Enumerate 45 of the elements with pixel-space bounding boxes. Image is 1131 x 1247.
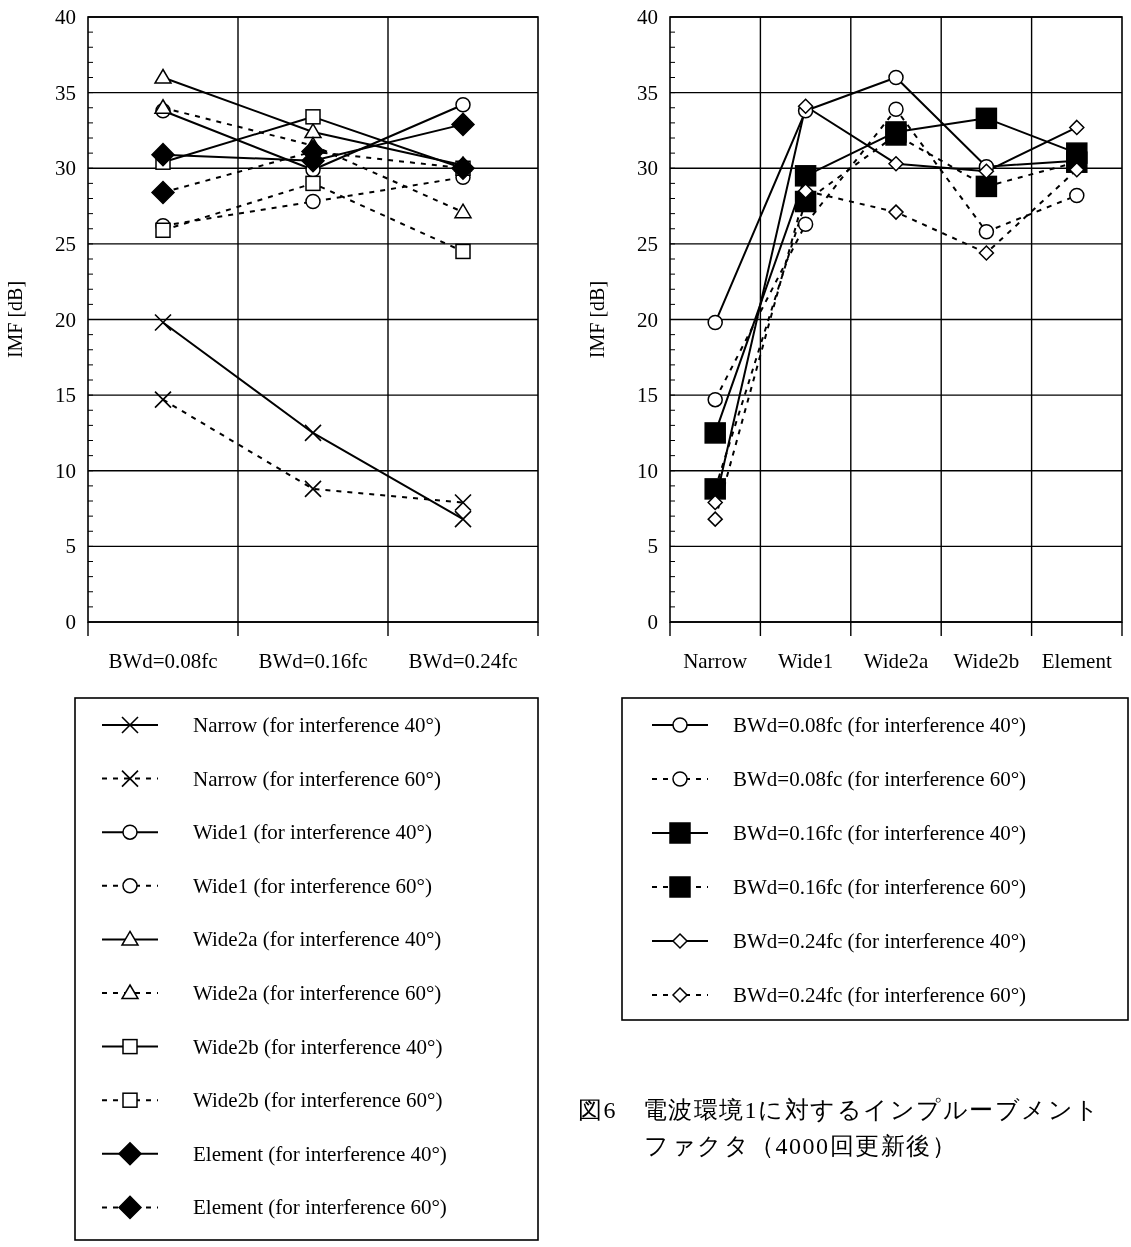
x-tick-label: BWd=0.24fc [408,649,518,673]
y-axis-title: IMF [dB] [586,280,608,359]
y-tick-label: 40 [55,5,76,29]
legend-label: Wide2a (for interference 40°) [193,927,442,952]
y-tick-label: 15 [55,383,76,408]
x-tick-label: BWd=0.08fc [108,649,218,673]
legend-label: Element (for interference 60°) [193,1195,447,1220]
x-tick-label: Narrow [683,649,749,673]
legend-label: Wide2a (for interference 60°) [193,981,442,1005]
y-tick-label: 0 [647,610,658,634]
legend-label: BWd=0.24fc (for interference 40°) [733,929,1027,953]
legend-label: BWd=0.08fc (for interference 40°) [733,713,1027,737]
legend-label: Narrow (for interference 60°) [193,766,442,791]
y-tick-label: 5 [65,534,76,559]
y-tick-label: 20 [637,307,658,332]
legend-label: Narrow (for interference 40°) [193,713,442,737]
x-tick-label: Wide2b [953,649,1020,673]
legend-label: Wide2b (for interference 60°) [193,1088,443,1113]
caption: 図6 電波環境1に対するインプルーブメントファクタ（4000回更新後） [578,1096,1102,1161]
y-tick-label: 40 [637,5,658,29]
legend-label: BWd=0.24fc (for interference 60°) [733,983,1027,1007]
x-tick-label: BWd=0.16fc [258,649,368,673]
y-tick-label: 30 [637,156,658,181]
y-tick-label: 5 [647,534,658,559]
x-tick-label: Element [1041,649,1112,673]
x-tick-label: Wide2a [863,649,929,673]
y-tick-label: 0 [65,610,76,634]
legend-label: BWd=0.16fc (for interference 60°) [733,875,1027,899]
y-tick-label: 30 [55,156,76,181]
legend-label: Wide1 (for interference 60°) [193,873,433,898]
y-tick-label: 15 [637,383,658,408]
y-tick-label: 35 [637,80,658,105]
legend-label: Element (for interference 40°) [193,1141,447,1166]
x-tick-label: Wide1 [778,649,834,673]
y-tick-label: 10 [637,458,658,483]
legend-label: BWd=0.16fc (for interference 40°) [733,821,1027,845]
y-tick-label: 25 [55,231,76,256]
y-tick-label: 35 [55,80,76,105]
legend-label: Wide2b (for interference 40°) [193,1034,443,1059]
legend-label: BWd=0.08fc (for interference 60°) [733,767,1027,791]
y-tick-label: 10 [55,458,76,483]
y-tick-label: 20 [55,307,76,332]
y-tick-label: 25 [637,231,658,256]
legend-label: Wide1 (for interference 40°) [193,820,433,845]
y-axis-title: IMF [dB] [4,280,26,359]
